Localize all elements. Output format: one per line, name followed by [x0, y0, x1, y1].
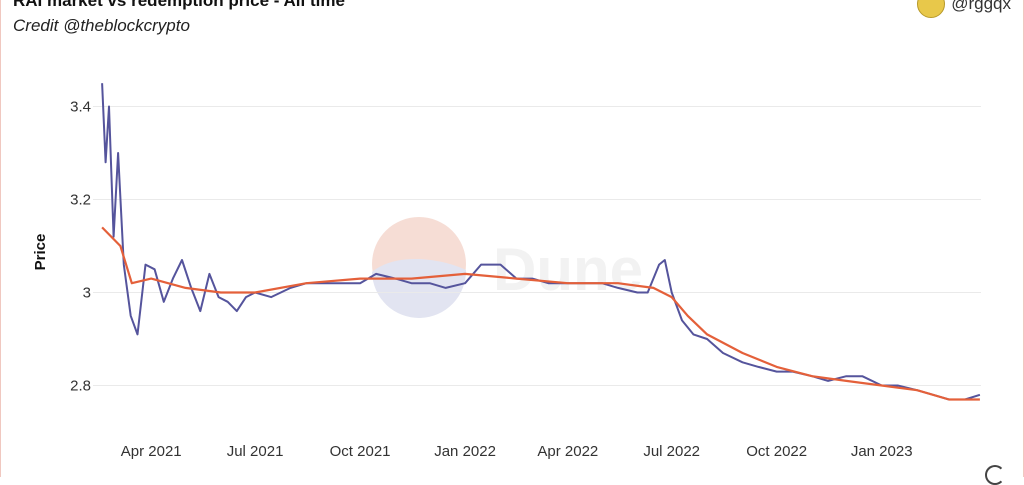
- x-tick-label: Jan 2022: [434, 443, 496, 460]
- dune-logo-wave: [372, 258, 467, 319]
- x-tick-label: Oct 2022: [746, 443, 807, 460]
- refresh-icon[interactable]: [985, 465, 1005, 485]
- series-group: [101, 83, 981, 401]
- y-tick-label: 3.4: [70, 99, 91, 116]
- redemption-price-line: [101, 226, 980, 401]
- y-axis: 2.8 3 3.2 3.4: [70, 99, 91, 395]
- author-handle[interactable]: @rggqx: [917, 0, 1011, 18]
- x-tick-label: Apr 2021: [121, 443, 182, 460]
- handle-text: @rggqx: [951, 0, 1011, 13]
- x-tick-label: Jul 2022: [643, 443, 700, 460]
- y-axis-label: Price: [32, 234, 49, 271]
- x-tick-label: Oct 2021: [330, 443, 391, 460]
- x-axis: Apr 2021 Jul 2021 Oct 2021 Jan 2022 Apr 2022…: [121, 443, 913, 460]
- y-tick-label: 3: [83, 285, 91, 302]
- chart-credit: Credit @theblockcrypto: [13, 16, 190, 35]
- y-tick-label: 3.2: [70, 192, 91, 209]
- x-tick-label: Jul 2021: [227, 443, 284, 460]
- x-tick-label: Apr 2022: [537, 443, 598, 460]
- watermark-text: Dune: [493, 236, 643, 303]
- y-tick-label: 2.8: [70, 378, 91, 395]
- chart-title: RAI market vs redemption price - All tim…: [13, 0, 345, 10]
- dune-watermark: Dune: [372, 217, 643, 319]
- x-tick-label: Jan 2023: [851, 443, 913, 460]
